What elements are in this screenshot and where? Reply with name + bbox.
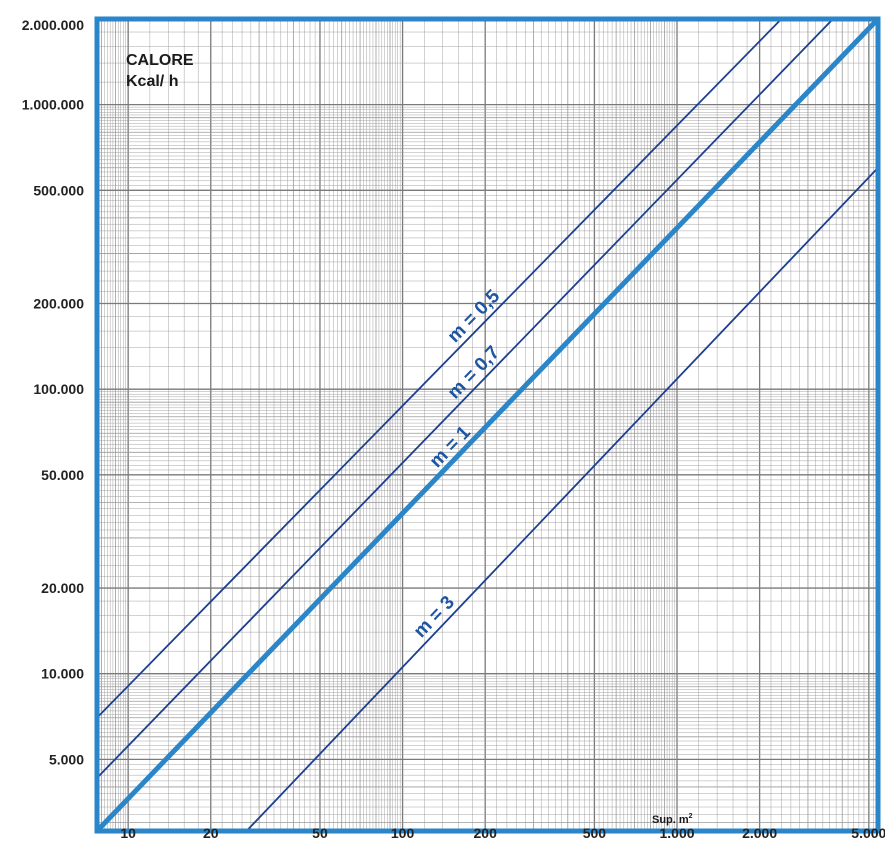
x-tick-label-7: 2.000: [742, 825, 777, 841]
y-tick-label-0: 5.000: [49, 751, 84, 767]
y-tick-label-4: 100.000: [33, 381, 84, 397]
y-tick-label-2: 20.000: [41, 580, 84, 596]
x-tick-label-4: 200: [474, 825, 498, 841]
x-tick-label-5: 500: [583, 825, 607, 841]
x-tick-label-0: 10: [120, 825, 136, 841]
y-tick-label-1: 10.000: [41, 666, 84, 682]
y-tick-label-7: 1.000.000: [22, 97, 84, 113]
y-tick-labels: 5.000 10.000 20.000 50.000 100.000 200.000 500…: [22, 17, 85, 767]
series-line-3: [245, 167, 879, 832]
series-line-2: [95, 17, 880, 833]
series-lines: [95, 17, 880, 833]
x-tick-label-3: 100: [391, 825, 415, 841]
x-tick-label-1: 20: [203, 825, 219, 841]
grid: [97, 18, 879, 832]
y-axis-label-line1: CALORE: [126, 52, 194, 69]
x-axis-label-sup: 2: [689, 813, 693, 820]
x-tick-labels: 10 20 50 100 200 500 1.000 2.000 5.000: [120, 825, 885, 841]
series-line-0: [96, 18, 782, 719]
plot-frame: [94, 16, 881, 834]
x-axis-label: Sup. m2: [652, 813, 693, 826]
y-tick-label-3: 50.000: [41, 467, 84, 483]
series-line-1: [96, 18, 834, 779]
y-tick-label-6: 500.000: [33, 182, 84, 198]
y-axis-label-line2: Kcal/ h: [126, 73, 178, 90]
x-tick-label-2: 50: [312, 825, 328, 841]
x-tick-label-6: 1.000: [659, 825, 694, 841]
x-tick-label-8: 5.000: [851, 825, 885, 841]
y-tick-label-5: 200.000: [33, 296, 84, 312]
y-tick-label-8: 2.000.000: [22, 17, 84, 33]
series-label-0: m = 0,5: [444, 286, 505, 347]
x-axis-label-text: Sup. m: [652, 814, 689, 826]
